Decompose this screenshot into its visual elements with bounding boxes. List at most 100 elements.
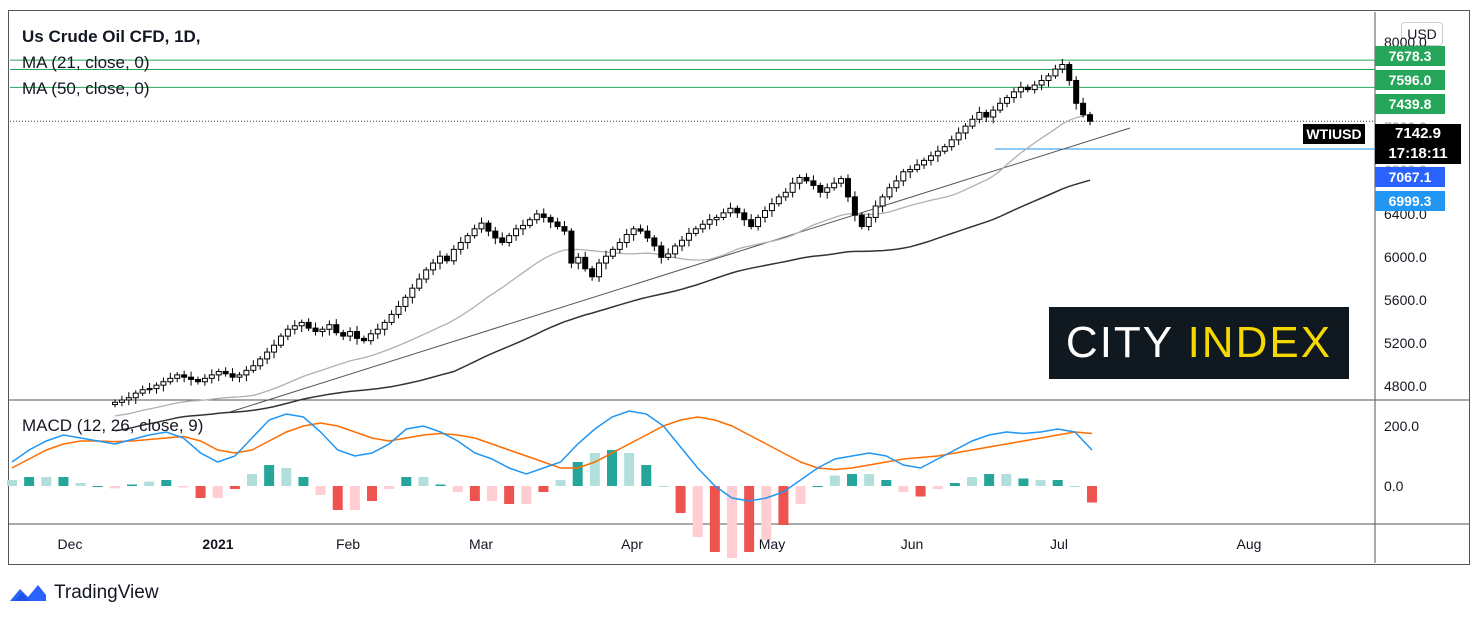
month-label: Feb — [335, 536, 361, 552]
candle-up — [865, 216, 872, 228]
macd-histogram-bar — [247, 474, 257, 486]
macd-histogram-bar — [949, 483, 960, 486]
candle-down — [803, 176, 810, 182]
price-axis-label: 4800.0 — [1384, 378, 1427, 394]
candle-down — [1087, 114, 1093, 122]
candle-up — [132, 392, 139, 399]
candle-up — [437, 255, 443, 264]
candle-up — [457, 242, 464, 250]
macd-legend[interactable]: MACD (12, 26, close, 9) — [22, 416, 204, 435]
candle-down — [1024, 86, 1031, 91]
month-label: Aug — [1236, 536, 1262, 552]
macd-histogram-bar — [58, 477, 69, 486]
candle-up — [948, 139, 955, 148]
candle-down — [1066, 63, 1073, 81]
price-tag-ma50[interactable]: 6999.3 — [1375, 191, 1445, 211]
macd-histogram-bar — [469, 486, 480, 501]
candle-down — [340, 332, 347, 337]
ma50-legend[interactable]: MA (50, close, 0) — [22, 79, 150, 98]
candle-down — [651, 237, 658, 247]
price-tag-level[interactable]: 7596.0 — [1375, 70, 1445, 90]
macd-axis-label: 0.0 — [1384, 478, 1404, 494]
candle-down — [851, 196, 858, 216]
candle-up — [900, 171, 907, 182]
macd-histogram-bar — [984, 474, 995, 486]
candle-up — [506, 235, 513, 244]
price-tag-level[interactable]: 7678.3 — [1375, 46, 1445, 66]
candle-down — [844, 178, 851, 198]
macd-histogram-bar — [24, 477, 35, 486]
month-label: Dec — [57, 536, 83, 552]
candle-up — [934, 150, 941, 157]
candle-up — [879, 196, 886, 207]
tradingview-brand[interactable]: TradingView — [8, 581, 159, 605]
candle-up — [596, 262, 603, 278]
candle-up — [409, 287, 416, 298]
candle-up — [907, 168, 914, 173]
macd-histogram-bar — [1018, 478, 1029, 486]
logo-text-city: CITY — [1065, 318, 1188, 367]
macd-histogram-bar — [744, 486, 755, 552]
price-tag-ma21[interactable]: 7067.1 — [1375, 167, 1445, 187]
candle-up — [264, 351, 271, 360]
candle-down — [540, 213, 547, 218]
macd-histogram-bar — [864, 474, 875, 486]
macd-histogram-bar — [847, 474, 857, 486]
macd-histogram-bar — [641, 465, 652, 486]
candle-up — [955, 132, 962, 141]
candle-up — [326, 324, 333, 330]
candle-up — [602, 255, 609, 264]
macd-line — [11, 410, 1093, 502]
macd-histogram-bar — [504, 486, 515, 504]
price-axis-label: 5200.0 — [1384, 335, 1427, 351]
candle-up — [402, 296, 409, 307]
candle-up — [976, 111, 983, 120]
candle-up — [125, 397, 132, 401]
candle-up — [271, 344, 278, 353]
candle-up — [1052, 68, 1059, 77]
candle-up — [160, 381, 167, 386]
candle-up — [347, 331, 354, 337]
macd-histogram-bar — [487, 486, 497, 501]
candle-up — [921, 159, 928, 166]
candle-down — [983, 111, 990, 118]
candle-up — [167, 377, 174, 383]
candle-up — [1017, 86, 1024, 93]
candle-up — [416, 278, 423, 289]
currency-badge[interactable]: USD — [1401, 22, 1443, 46]
macd-histogram-bar — [1087, 486, 1097, 503]
macd-histogram-bar — [418, 477, 429, 486]
macd-axis-label: 200.0 — [1384, 418, 1420, 434]
macd-histogram-bar — [778, 486, 789, 525]
brand-name: TradingView — [54, 582, 159, 603]
ma21-legend[interactable]: MA (21, close, 0) — [22, 53, 150, 72]
chart-frame[interactable] — [8, 10, 1470, 565]
candle-down — [194, 378, 201, 383]
symbol-tag[interactable]: WTIUSD — [1303, 124, 1365, 144]
candle-up — [782, 191, 789, 198]
price-tag-level[interactable]: 7439.8 — [1375, 94, 1445, 114]
candle-up — [831, 182, 838, 189]
candle-down — [858, 214, 865, 228]
candle-up — [665, 253, 672, 258]
macd-histogram-bar — [41, 477, 52, 486]
month-label: 2021 — [202, 536, 234, 552]
candle-up — [727, 207, 734, 214]
macd-histogram-bar — [881, 480, 892, 486]
candle-up — [533, 213, 540, 221]
candle-down — [741, 212, 748, 221]
macd-histogram-bar — [401, 477, 412, 486]
month-label: Mar — [468, 536, 494, 552]
macd-histogram-bar — [1001, 474, 1012, 486]
macd-histogram-bar — [761, 486, 772, 540]
macd-histogram-bar — [795, 486, 806, 504]
candle-down — [443, 255, 450, 262]
candle-up — [388, 313, 395, 323]
candle-up — [679, 239, 686, 247]
last-price-tag[interactable]: 7142.9 17:18:11 — [1375, 124, 1461, 164]
candle-down — [181, 374, 188, 378]
macd-histogram-bar — [435, 484, 446, 486]
macd-histogram-bar — [829, 475, 840, 486]
macd-histogram-bar — [349, 486, 360, 510]
